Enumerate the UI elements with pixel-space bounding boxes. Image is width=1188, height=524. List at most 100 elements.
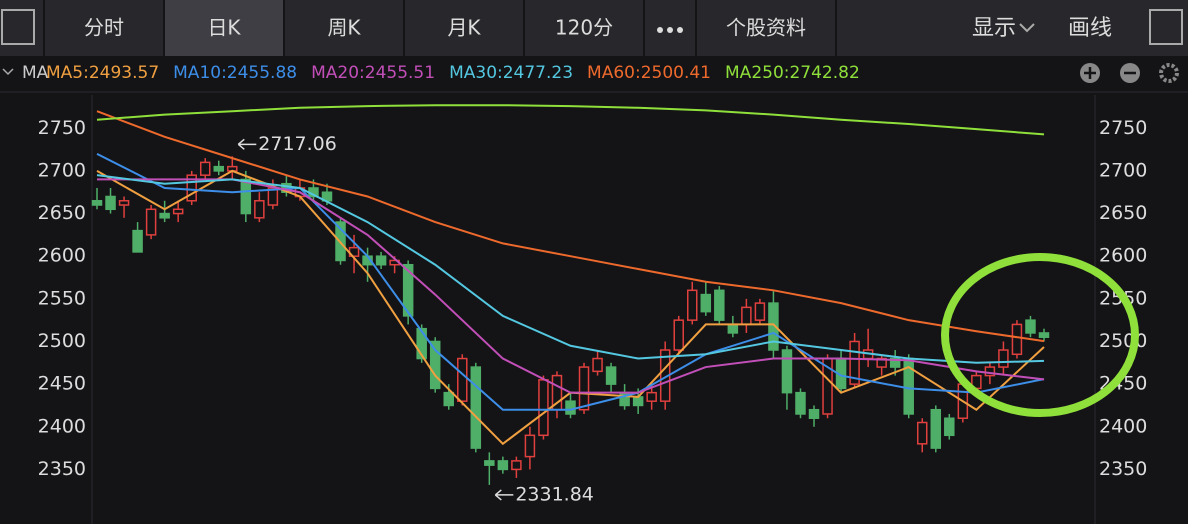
ma-line xyxy=(97,178,1045,394)
candle-body xyxy=(632,396,644,407)
y2-tick-label: 2350 xyxy=(1099,458,1147,480)
candle-body xyxy=(457,357,468,402)
y-tick-label: 2450 xyxy=(38,373,86,395)
candle-body xyxy=(998,349,1009,368)
y2-tick-label: 2500 xyxy=(1099,330,1147,352)
icon xyxy=(1084,67,1096,79)
highlight-circle xyxy=(941,253,1139,417)
candle-body xyxy=(754,302,766,321)
candle-body xyxy=(240,178,252,215)
candle-body xyxy=(132,229,143,253)
candle-body xyxy=(714,289,725,321)
y-tick-label: 2700 xyxy=(38,159,86,181)
candle-body xyxy=(781,349,793,394)
candle-body xyxy=(687,289,698,321)
ma-line xyxy=(96,174,1045,364)
candle-body xyxy=(727,323,739,334)
candle-body xyxy=(416,327,427,360)
y-tick-label: 2600 xyxy=(38,245,86,267)
candle-body xyxy=(944,417,955,437)
legend-entry: MA30:2477.23 xyxy=(449,63,573,83)
y-tick-label: 2400 xyxy=(38,415,86,437)
y2-tick-label: 2750 xyxy=(1099,117,1147,139)
more-dot xyxy=(667,27,673,33)
candle-body xyxy=(511,460,522,471)
candle-body xyxy=(673,319,684,351)
annotation-arrow xyxy=(237,138,257,150)
tab[interactable]: 周K xyxy=(327,16,361,40)
candle-body xyxy=(91,200,103,206)
legend-entry: MA5:2493.57 xyxy=(46,63,159,83)
draw-menu[interactable]: 画线 xyxy=(1068,16,1112,41)
tab[interactable]: 日K xyxy=(207,16,241,40)
candle-body xyxy=(524,434,536,458)
candle-body xyxy=(145,208,157,236)
candle-body xyxy=(578,366,590,411)
tabs: 分时 日K 周K 月K 120分 个股资料 xyxy=(43,0,837,56)
candle-body xyxy=(375,255,387,266)
ma-line xyxy=(96,152,1045,411)
more-dot xyxy=(657,27,663,33)
candle-body xyxy=(930,408,942,449)
legend-entry: MA10:2455.88 xyxy=(173,63,297,83)
candle-body xyxy=(105,195,116,211)
candle-body xyxy=(538,379,549,437)
candle-body xyxy=(1011,323,1023,356)
candle-body xyxy=(741,306,752,326)
candle-body xyxy=(470,366,482,449)
tab[interactable]: 120分 xyxy=(555,16,613,40)
dropdown-icon xyxy=(1019,23,1035,33)
y-tick-label: 2750 xyxy=(38,117,86,139)
extreme-label: 2717.06 xyxy=(258,133,337,155)
y-tick-label: 2350 xyxy=(38,458,86,480)
candle-body xyxy=(768,302,779,351)
extreme-label: 2331.84 xyxy=(515,483,594,505)
legend: MA5:2493.57 MA10:2455.88 MA20:2455.51 MA30:… xyxy=(46,63,860,83)
candle-body xyxy=(199,161,211,176)
candle-body xyxy=(186,174,197,202)
candle-body xyxy=(700,293,712,313)
candle-body xyxy=(795,391,806,415)
candle-body xyxy=(889,357,901,368)
candle-body xyxy=(1038,332,1050,338)
panel-icon[interactable] xyxy=(1149,9,1183,45)
y-tick-label: 2650 xyxy=(38,202,86,224)
candle-body xyxy=(808,408,820,419)
legend-entry: MA20:2455.51 xyxy=(311,63,435,83)
candle-body xyxy=(876,357,887,368)
ma-line xyxy=(96,110,1045,343)
y2-tick-label: 2400 xyxy=(1099,415,1147,437)
collapse-icon[interactable] xyxy=(2,68,14,76)
settings[interactable] xyxy=(1159,63,1179,83)
y2-tick-label: 2700 xyxy=(1099,159,1147,181)
ma-label: MA xyxy=(22,63,49,83)
candle-body xyxy=(429,340,441,390)
candle-body xyxy=(213,165,225,172)
more-dot xyxy=(677,27,683,33)
tab[interactable]: 个股资料 xyxy=(726,16,806,40)
tab-selected xyxy=(164,0,284,56)
candle-body xyxy=(565,400,576,415)
candle-body xyxy=(646,391,657,402)
tab[interactable]: 分时 xyxy=(84,16,124,40)
legend-entry: MA250:2742.82 xyxy=(725,63,860,83)
candle-body xyxy=(172,208,184,215)
candle-body xyxy=(443,391,454,407)
candle-body xyxy=(1025,319,1036,334)
tab[interactable]: 月K xyxy=(447,16,481,40)
y-tick-label: 2550 xyxy=(38,287,86,309)
candle-body xyxy=(592,357,603,373)
candle-body xyxy=(497,460,509,471)
panel-icon[interactable] xyxy=(1,9,35,45)
candle-body xyxy=(916,421,928,445)
display-menu[interactable]: 显示 xyxy=(972,16,1016,41)
candle-body xyxy=(849,340,860,385)
candle-body xyxy=(159,212,170,219)
annotation-arrow xyxy=(494,489,514,501)
candle-body xyxy=(605,366,617,385)
candle-body xyxy=(984,366,996,377)
legend-entry: MA60:2500.41 xyxy=(587,63,711,83)
